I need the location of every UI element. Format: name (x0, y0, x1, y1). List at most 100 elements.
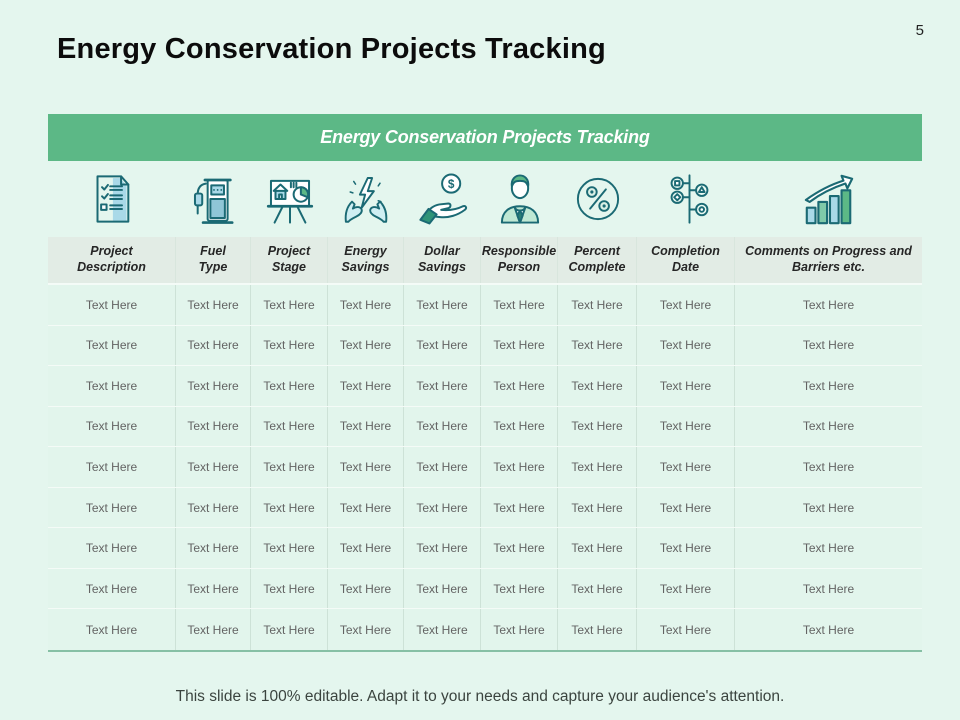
table-cell: Text Here (637, 487, 735, 528)
table-cell: Text Here (328, 447, 404, 487)
table-cell: Text Here (481, 366, 558, 406)
table-cell: Text Here (251, 285, 328, 325)
table-cell: Text Here (176, 366, 251, 406)
table-cell: Text Here (735, 447, 922, 487)
table-cell: Text Here (48, 406, 176, 447)
column-header-comments: Comments on Progress and Barriers etc. (745, 244, 912, 274)
table-header-row: Project Description Fuel Type Project St… (48, 237, 922, 285)
table-cell: Text Here (558, 285, 637, 325)
column-header-fuel-type: Fuel Type (176, 237, 251, 283)
table-cell: Text Here (735, 325, 922, 366)
person-icon (481, 161, 558, 237)
table-row: Text Here Text Here Text Here Text Here Text… (48, 325, 922, 367)
table-cell: Text Here (735, 406, 922, 447)
table-cell: Text Here (48, 285, 176, 325)
table-cell: Text Here (328, 366, 404, 406)
table-cell: Text Here (404, 447, 481, 487)
table-cell: Text Here (48, 568, 176, 609)
table-cell: Text Here (558, 325, 637, 366)
percent-circle-icon (558, 161, 637, 237)
table-row: Text Here Text Here Text Here Text Here Text… (48, 447, 922, 488)
column-header-energy-savings: Energy Savings (328, 237, 404, 283)
table-cell: Text Here (735, 285, 922, 325)
table-cell: Text Here (251, 609, 328, 650)
table-cell: Text Here (48, 447, 176, 487)
table-cell: Text Here (404, 325, 481, 366)
table-body: Text Here Text Here Text Here Text Here Text… (48, 285, 922, 652)
table-cell: Text Here (176, 609, 251, 650)
table-title: Energy Conservation Projects Tracking (320, 127, 650, 147)
column-header-dollar-savings: Dollar Savings (404, 237, 481, 283)
table-cell: Text Here (558, 609, 637, 650)
table-cell: Text Here (48, 487, 176, 528)
table-cell: Text Here (48, 325, 176, 366)
page-number: 5 (915, 22, 924, 39)
table-cell: Text Here (481, 447, 558, 487)
table-cell: Text Here (404, 406, 481, 447)
table-cell: Text Here (637, 366, 735, 406)
milestone-timeline-icon (637, 161, 735, 237)
icon-row: $ (48, 161, 922, 237)
table-row: Text Here Text Here Text Here Text Here Text… (48, 609, 922, 650)
table-cell: Text Here (176, 568, 251, 609)
presentation-board-icon (251, 161, 328, 237)
table-row: Text Here Text Here Text Here Text Here Text… (48, 285, 922, 326)
column-header-percent-complete: Percent Complete (558, 237, 637, 283)
table-cell: Text Here (735, 609, 922, 650)
table-cell: Text Here (176, 406, 251, 447)
table-cell: Text Here (481, 325, 558, 366)
table-cell: Text Here (251, 325, 328, 366)
growth-chart-icon (735, 161, 922, 237)
table-row: Text Here Text Here Text Here Text Here Text… (48, 406, 922, 448)
table-cell: Text Here (558, 447, 637, 487)
table-cell: Text Here (328, 528, 404, 568)
table-cell: Text Here (637, 285, 735, 325)
column-header-responsible-person: Responsible Person (481, 237, 558, 283)
column-header-project-stage: Project Stage (251, 237, 328, 283)
table-cell: Text Here (735, 528, 922, 568)
table-cell: Text Here (637, 568, 735, 609)
table-cell: Text Here (404, 568, 481, 609)
table-cell: Text Here (481, 285, 558, 325)
table-cell: Text Here (328, 609, 404, 650)
column-header-project-description: Project Description (48, 237, 176, 283)
table-cell: Text Here (735, 568, 922, 609)
checklist-document-icon (48, 161, 176, 237)
table-cell: Text Here (176, 447, 251, 487)
table-row: Text Here Text Here Text Here Text Here Text… (48, 487, 922, 529)
table-cell: Text Here (251, 447, 328, 487)
table-cell: Text Here (481, 568, 558, 609)
table-cell: Text Here (251, 487, 328, 528)
table-cell: Text Here (404, 528, 481, 568)
table-row: Text Here Text Here Text Here Text Here Text… (48, 528, 922, 569)
table-cell: Text Here (637, 406, 735, 447)
table-cell: Text Here (328, 325, 404, 366)
table-cell: Text Here (481, 487, 558, 528)
table-cell: Text Here (48, 366, 176, 406)
table-cell: Text Here (176, 487, 251, 528)
table-cell: Text Here (328, 568, 404, 609)
table-cell: Text Here (48, 609, 176, 650)
table-cell: Text Here (558, 568, 637, 609)
table-cell: Text Here (558, 406, 637, 447)
hands-energy-icon (328, 161, 404, 237)
table-cell: Text Here (735, 487, 922, 528)
table-cell: Text Here (251, 366, 328, 406)
table-cell: Text Here (328, 285, 404, 325)
table-cell: Text Here (48, 528, 176, 568)
table-cell: Text Here (251, 568, 328, 609)
table-cell: Text Here (558, 487, 637, 528)
table-cell: Text Here (176, 325, 251, 366)
table-cell: Text Here (328, 406, 404, 447)
table-row: Text Here Text Here Text Here Text Here Text… (48, 366, 922, 407)
table-cell: Text Here (481, 406, 558, 447)
table-title-banner: Energy Conservation Projects Tracking (48, 114, 922, 161)
table-cell: Text Here (637, 609, 735, 650)
table-cell: Text Here (637, 447, 735, 487)
table-cell: Text Here (637, 325, 735, 366)
table-cell: Text Here (404, 285, 481, 325)
table-cell: Text Here (251, 528, 328, 568)
table-cell: Text Here (328, 487, 404, 528)
page-title: Energy Conservation Projects Tracking (57, 33, 606, 66)
table-cell: Text Here (404, 609, 481, 650)
